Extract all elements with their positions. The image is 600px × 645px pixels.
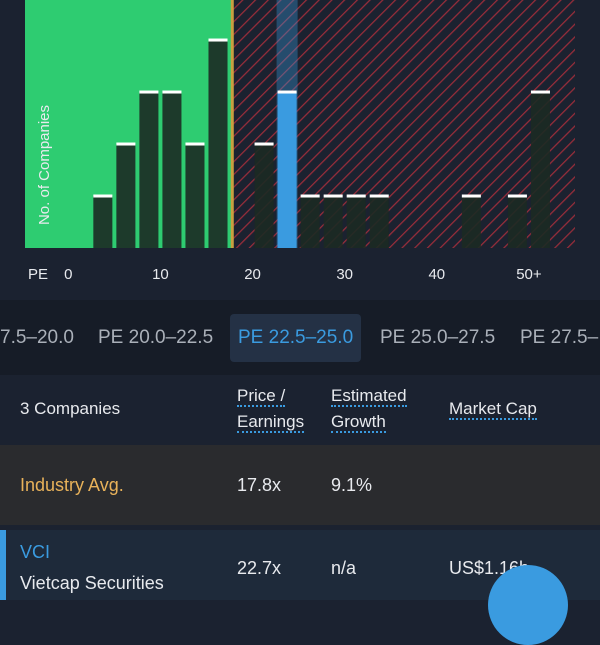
bar xyxy=(116,144,136,248)
growth-header-text[interactable]: Estimated Growth xyxy=(331,386,407,433)
industry-growth: 9.1% xyxy=(331,475,373,495)
bar xyxy=(461,196,481,248)
industry-label: Industry Avg. xyxy=(20,475,124,495)
bar-cap xyxy=(530,90,550,94)
bar xyxy=(93,196,113,248)
bar xyxy=(162,92,182,249)
bar-cap xyxy=(116,142,136,146)
bar-cap xyxy=(208,38,228,42)
company-growth: n/a xyxy=(331,558,357,578)
bar-cap xyxy=(185,142,205,146)
bar xyxy=(507,196,527,248)
pe-header-text[interactable]: Price / Earnings xyxy=(237,386,305,433)
tab[interactable]: PE 25.0–27.5 xyxy=(380,327,496,348)
industry-pe: 17.8x xyxy=(237,475,282,495)
bar-cap xyxy=(162,90,182,94)
growth-header[interactable]: Estimated Growth xyxy=(331,383,416,435)
bar-cap xyxy=(461,194,481,198)
tab[interactable]: 7.5–20.0 xyxy=(0,327,74,348)
bar xyxy=(300,196,320,248)
x-tick-label: 20 xyxy=(244,266,261,283)
industry-row xyxy=(0,445,600,525)
ticker[interactable]: VCI xyxy=(20,542,51,562)
bar-cap xyxy=(139,90,159,94)
x-tick-label: 50+ xyxy=(516,266,542,283)
x-axis-label: PE xyxy=(28,266,48,283)
company-name[interactable]: Vietcap Securities xyxy=(20,573,164,593)
x-tick-label: 30 xyxy=(336,266,353,283)
bar xyxy=(369,196,389,248)
bar-cap xyxy=(507,194,527,198)
cap-header-text[interactable]: Market Cap xyxy=(449,399,537,420)
bar-cap xyxy=(254,142,274,146)
x-tick-label: 0 xyxy=(64,266,72,283)
bar-cap xyxy=(300,194,320,198)
company-pe: 22.7x xyxy=(237,558,282,578)
cap-header[interactable]: Market Cap xyxy=(449,396,537,422)
bar-cap xyxy=(277,90,297,94)
row-marker xyxy=(0,530,6,600)
bar xyxy=(323,196,343,248)
bar-cap xyxy=(369,194,389,198)
tab[interactable]: PE 22.5–25.0 xyxy=(230,314,362,362)
tab-strip: 7.5–20.0 PE 20.0–22.5 PE 22.5–25.0 PE 25.0–… xyxy=(0,300,600,375)
count-header: 3 Companies xyxy=(20,399,121,418)
tab[interactable]: PE 20.0–22.5 xyxy=(98,327,214,348)
bar xyxy=(254,144,274,248)
x-tick-label: 40 xyxy=(428,266,445,283)
tab[interactable]: PE 27.5– xyxy=(520,327,599,348)
bar xyxy=(530,92,550,249)
bar-cap xyxy=(323,194,343,198)
bar xyxy=(185,144,205,248)
bar xyxy=(208,40,228,249)
y-axis-label: No. of Companies xyxy=(36,105,53,225)
bar-cap xyxy=(346,194,366,198)
x-tick-label: 10 xyxy=(152,266,169,283)
bar-cap xyxy=(93,194,113,198)
fab[interactable] xyxy=(488,565,568,645)
pe-header[interactable]: Price / Earnings xyxy=(237,383,307,435)
bar xyxy=(139,92,159,249)
bar xyxy=(346,196,366,248)
bar xyxy=(277,92,297,249)
chart: PE No. of Companies 0 10 20 30 40 50+ xyxy=(25,0,575,283)
